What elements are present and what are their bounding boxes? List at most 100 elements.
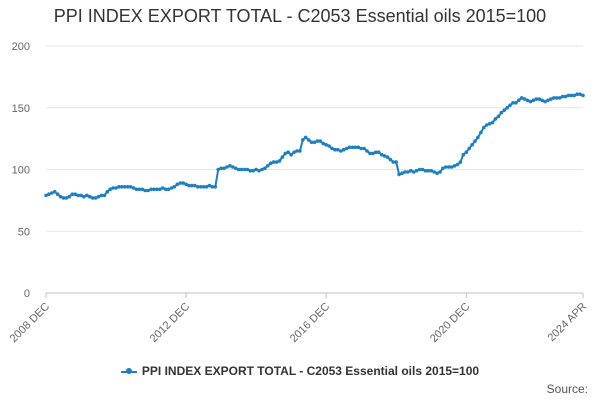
data-point (93, 196, 98, 200)
data-point (181, 181, 185, 185)
data-point (374, 150, 378, 154)
data-point (108, 187, 112, 192)
data-point (455, 162, 460, 167)
data-point (289, 152, 294, 157)
data-point (82, 194, 86, 199)
data-point (502, 108, 507, 112)
data-point (137, 187, 142, 192)
data-point (423, 168, 428, 173)
data-point (73, 192, 77, 196)
data-point (429, 168, 434, 173)
data-point (134, 187, 139, 192)
data-point (228, 164, 232, 168)
data-point (411, 170, 416, 174)
data-point (76, 193, 80, 198)
data-point (283, 151, 288, 156)
data-point (350, 145, 355, 150)
data-point (123, 185, 127, 189)
data-point (525, 98, 530, 103)
data-point (388, 157, 393, 162)
data-point (263, 166, 267, 171)
data-point (379, 152, 384, 157)
data-point (158, 187, 162, 192)
data-point (242, 167, 247, 172)
data-point (292, 150, 296, 154)
data-point (301, 138, 305, 142)
data-point (216, 167, 220, 172)
data-point (356, 145, 361, 150)
data-point (286, 150, 291, 154)
data-point (543, 99, 547, 104)
data-point (505, 106, 509, 110)
chart-title: PPI INDEX EXPORT TOTAL - C2053 Essential… (53, 6, 547, 26)
data-point (50, 191, 54, 195)
data-point (128, 185, 133, 189)
data-point (470, 143, 474, 147)
data-point (196, 185, 200, 189)
data-point (400, 171, 404, 175)
data-point (487, 122, 492, 126)
data-point (461, 152, 466, 157)
data-point (420, 167, 425, 172)
data-point (578, 92, 582, 96)
data-point (519, 96, 524, 100)
data-point (449, 165, 454, 169)
data-point (213, 185, 218, 189)
data-point (169, 186, 174, 190)
data-point (105, 189, 110, 194)
data-point (309, 140, 314, 145)
y-tick-label: 200 (12, 41, 30, 53)
data-point (406, 170, 410, 174)
data-point (44, 193, 48, 198)
data-point (575, 92, 579, 96)
data-point (58, 194, 63, 199)
data-point (204, 185, 209, 189)
data-point (441, 166, 445, 171)
data-point (251, 168, 255, 173)
data-point (376, 150, 381, 154)
data-point (53, 189, 57, 194)
data-point (219, 166, 223, 171)
x-tick-labels: 2008 DEC 2012 DEC 2016 DEC 2020 DEC 2024 APR (8, 293, 589, 345)
series-line (45, 93, 584, 199)
data-point (201, 185, 206, 189)
data-point (344, 146, 349, 151)
data-point (353, 145, 358, 150)
legend[interactable]: PPI INDEX EXPORT TOTAL - C2053 Essential… (0, 364, 600, 378)
data-point (330, 146, 334, 151)
data-point (534, 97, 539, 101)
data-point (426, 168, 431, 173)
data-point (414, 168, 419, 173)
data-point (274, 160, 279, 164)
y-tick-label: 100 (12, 165, 30, 177)
data-point (479, 130, 483, 135)
x-tick-label: 2024 APR (546, 301, 590, 345)
data-point (152, 187, 156, 192)
data-point (444, 165, 448, 169)
gridlines (46, 45, 583, 232)
data-point (336, 147, 340, 152)
data-point (318, 139, 323, 143)
data-point (160, 186, 165, 190)
data-point (312, 140, 317, 145)
data-point (149, 187, 153, 192)
data-point (499, 110, 504, 115)
data-point (190, 183, 194, 188)
data-point (409, 168, 413, 173)
data-point (563, 94, 568, 99)
data-point (341, 147, 346, 152)
data-point (560, 94, 565, 99)
data-point (566, 93, 571, 98)
series-group (44, 92, 585, 200)
data-point (417, 167, 422, 172)
data-point (163, 187, 168, 192)
data-point (184, 182, 188, 187)
data-point (347, 145, 352, 150)
data-point (245, 167, 250, 172)
data-point (482, 125, 486, 130)
data-point (391, 160, 396, 164)
data-point (572, 93, 576, 98)
data-point (339, 149, 343, 153)
data-point (303, 135, 308, 140)
